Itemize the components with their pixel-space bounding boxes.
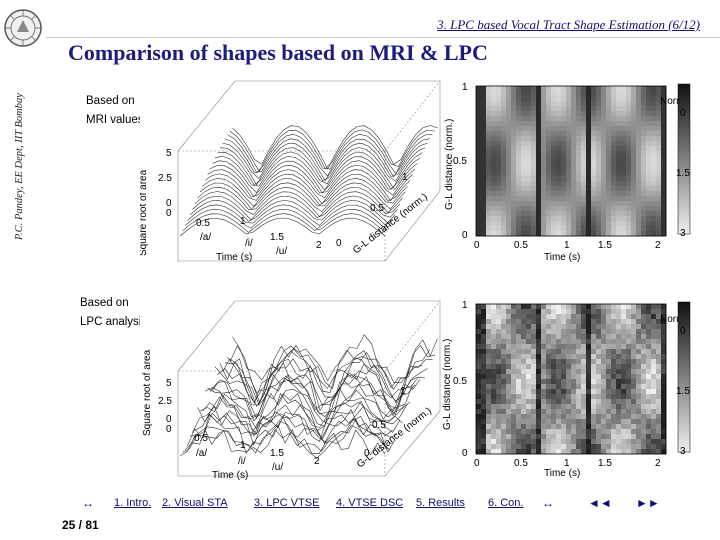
- lpc-img-y-tick-2: 0: [462, 448, 468, 459]
- section-title-link[interactable]: 3. LPC based Vocal Tract Shape Estimatio…: [437, 17, 700, 32]
- bottom-label-line-1: Based on: [80, 297, 129, 309]
- mri-z-tick-0: 5: [166, 148, 172, 159]
- lpc-x-tick-1: 0.5: [194, 433, 208, 444]
- mri-x-label: Time (s): [216, 252, 252, 263]
- lpc-img-x-tick-2: 1: [564, 458, 570, 469]
- lpc-z-tick-2: 0: [166, 414, 172, 425]
- lpc-image-plot: [476, 304, 667, 455]
- mri-img-x-tick-0: 0: [474, 240, 480, 251]
- lpc-figure: Square root of area 5 2.5 0 0 0.5 1 1.5 …: [140, 296, 700, 497]
- mri-vowel-i: /i/: [245, 238, 253, 249]
- slide-title: Comparison of shapes based on MRI & LPC: [68, 40, 488, 65]
- lpc-vowel-i: /i/: [238, 456, 246, 467]
- page-number: 25 / 81: [62, 518, 99, 532]
- top-label-line-1: Based on: [86, 95, 135, 107]
- lpc-img-y-label: G-L distance (norm.): [442, 339, 453, 430]
- institute-logo-icon: [4, 9, 42, 47]
- lpc-x-tick-2: 1: [240, 440, 246, 451]
- lpc-img-x-tick-0: 0: [474, 458, 480, 469]
- lpc-colorbar: [677, 301, 691, 453]
- back-arrow-icon[interactable]: ↔: [82, 496, 94, 510]
- mri-image-plot: [476, 86, 667, 237]
- lpc-img-x-label: Time (s): [544, 468, 580, 479]
- lpc-x-tick-0: 0: [166, 424, 172, 435]
- nav-intro[interactable]: 1. Intro.: [114, 497, 152, 509]
- mri-vowel-a: /a/: [200, 232, 211, 243]
- previous-slide-icon[interactable]: ◄◄: [588, 496, 612, 510]
- nav-vtse-dsc[interactable]: 4. VTSE DSC: [336, 497, 404, 509]
- lpc-vowel-a: /a/: [196, 448, 207, 459]
- author-line: P.C. Pandey, EE Dept, IIT Bombay: [14, 93, 25, 240]
- lpc-colorbar-tick-1: 1.5: [676, 386, 690, 397]
- nav-results[interactable]: 5. Results: [416, 497, 465, 509]
- mri-colorbar-tick-0: 0: [680, 108, 686, 119]
- mri-colorbar: [677, 83, 691, 235]
- lpc-y-tick-2: 1: [400, 386, 406, 397]
- mri-colorbar-tick-2: 3: [680, 228, 686, 239]
- bottom-panel-label: Based on LPC analysis: [80, 294, 147, 332]
- nav-lpc-vtse[interactable]: 3. LPC VTSE: [254, 497, 320, 509]
- mri-img-y-tick-2: 0: [462, 230, 468, 241]
- top-label-line-2: MRI values: [86, 114, 144, 126]
- lpc-colorbar-title: Norm.: [660, 314, 687, 325]
- mri-z-tick-2: 0: [166, 198, 172, 209]
- bottom-label-line-2: LPC analysis: [80, 316, 147, 328]
- mri-z-tick-1: 2.5: [158, 173, 172, 184]
- mri-3d-frame: [177, 80, 441, 262]
- mri-x-tick-4: 2: [316, 240, 322, 251]
- lpc-figure-svg: Square root of area 5 2.5 0 0 0.5 1 1.5 …: [140, 296, 700, 492]
- lpc-img-x-tick-3: 1.5: [598, 458, 612, 469]
- lpc-img-x-tick-1: 0.5: [514, 458, 528, 469]
- mri-colorbar-tick-1: 1.5: [676, 168, 690, 179]
- mri-z-label: Square root of area: [140, 169, 149, 256]
- mri-figure: Square root of area 5 2.5 0 0 0.5 1 1.5 …: [138, 76, 700, 281]
- mri-img-x-tick-4: 2: [655, 240, 661, 251]
- lpc-3d-frame: [177, 300, 441, 477]
- mri-img-y-label: G-L distance (norm.): [444, 119, 455, 210]
- nav-visual-sta[interactable]: 2. Visual STA: [162, 497, 228, 509]
- lpc-z-label: Square root of area: [142, 349, 153, 436]
- mri-colorbar-title: Norm.: [660, 96, 687, 107]
- lpc-img-y-tick-1: 0.5: [453, 376, 467, 387]
- mri-x-tick-1: 0.5: [196, 218, 210, 229]
- lpc-colorbar-tick-0: 0: [680, 326, 686, 337]
- mri-surface: [179, 125, 438, 237]
- mri-img-y-tick-0: 1: [462, 82, 468, 93]
- lpc-img-x-tick-4: 2: [655, 458, 661, 469]
- next-slide-icon[interactable]: ►►: [636, 496, 660, 510]
- sidebar: P.C. Pandey, EE Dept, IIT Bombay: [0, 0, 46, 540]
- mri-vowel-u: /u/: [276, 246, 287, 257]
- lpc-vowel-u: /u/: [272, 462, 283, 473]
- lpc-colorbar-tick-2: 3: [680, 446, 686, 457]
- lpc-x-tick-3: 1.5: [270, 448, 284, 459]
- mri-y-tick-2: 1: [402, 172, 408, 183]
- lpc-surface: [179, 334, 438, 459]
- mri-y-tick-0: 0: [336, 238, 342, 249]
- lpc-y-tick-0: 0: [364, 448, 370, 459]
- mri-figure-svg: Square root of area 5 2.5 0 0 0.5 1 1.5 …: [138, 76, 700, 276]
- mri-x-tick-3: 1.5: [270, 232, 284, 243]
- lpc-x-label: Time (s): [212, 470, 248, 481]
- lpc-y-tick-1: 0.5: [372, 420, 386, 431]
- slide-navigation: ↔ 1. Intro. 2. Visual STA 3. LPC VTSE 4.…: [70, 496, 710, 517]
- lpc-z-tick-1: 2.5: [158, 396, 172, 407]
- mri-img-x-tick-1: 0.5: [514, 240, 528, 251]
- mri-img-y-tick-1: 0.5: [453, 156, 467, 167]
- forward-arrow-icon[interactable]: ↔: [542, 496, 554, 510]
- lpc-img-y-tick-0: 1: [462, 300, 468, 311]
- mri-x-tick-0: 0: [166, 208, 172, 219]
- top-panel-label: Based on MRI values: [86, 92, 146, 130]
- header-divider: [46, 37, 720, 38]
- mri-img-x-label: Time (s): [544, 252, 580, 263]
- mri-y-tick-1: 0.5: [370, 203, 384, 214]
- lpc-z-tick-0: 5: [166, 378, 172, 389]
- mri-x-tick-2: 1: [240, 216, 246, 227]
- mri-img-x-tick-2: 1: [564, 240, 570, 251]
- lpc-x-tick-4: 2: [314, 456, 320, 467]
- nav-conclusion[interactable]: 6. Con.: [488, 497, 524, 509]
- mri-img-x-tick-3: 1.5: [598, 240, 612, 251]
